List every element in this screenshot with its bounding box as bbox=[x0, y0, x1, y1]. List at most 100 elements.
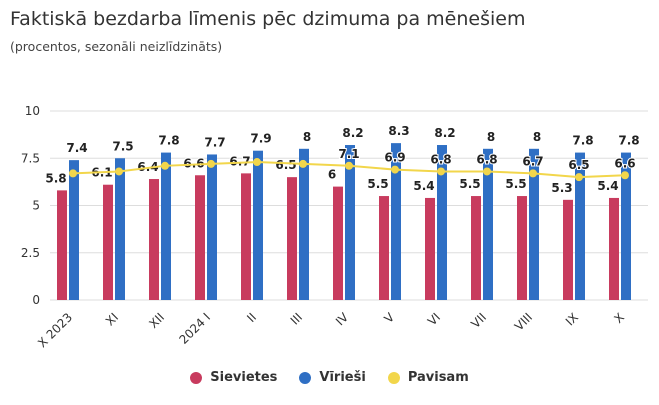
bar-sievietes bbox=[379, 196, 389, 300]
data-label-sievietes: 5.4 bbox=[413, 179, 434, 193]
chart-title: Faktiskā bezdarba līmenis pēc dzimuma pa… bbox=[10, 8, 526, 30]
x-tick-label: IX bbox=[563, 310, 581, 328]
data-label-sievietes: 5.5 bbox=[459, 177, 480, 191]
bar-virieshi bbox=[483, 148, 493, 300]
bar-virieshi bbox=[161, 152, 171, 300]
point-pavisam bbox=[253, 158, 261, 167]
bar-sievietes bbox=[609, 197, 619, 300]
legend-label: Vīrieši bbox=[319, 370, 366, 385]
data-label-pavisam: 7.1 bbox=[338, 147, 359, 161]
bar-sievietes bbox=[333, 186, 343, 300]
data-label-pavisam: 6.7 bbox=[522, 154, 543, 168]
data-label-pavisam: 6.8 bbox=[476, 152, 497, 166]
bar-virieshi bbox=[299, 148, 309, 300]
data-label-virieshi: 7.7 bbox=[204, 135, 225, 149]
data-label-virieshi: 7.8 bbox=[572, 134, 593, 148]
data-label-sievietes: 5.4 bbox=[597, 179, 618, 193]
data-label-virieshi: 7.8 bbox=[618, 134, 639, 148]
data-label-sievietes: 5.5 bbox=[505, 177, 526, 191]
x-tick-label: II bbox=[244, 310, 259, 325]
y-tick-label: 2.5 bbox=[21, 246, 40, 260]
point-pavisam bbox=[483, 167, 491, 176]
data-label-sievietes: 6 bbox=[328, 168, 336, 182]
data-label-virieshi: 8 bbox=[533, 130, 541, 144]
data-label-virieshi: 7.4 bbox=[66, 141, 87, 155]
bar-sievietes bbox=[471, 196, 481, 300]
point-pavisam bbox=[529, 169, 537, 178]
bar-virieshi bbox=[529, 148, 539, 300]
data-label-pavisam: 6.9 bbox=[384, 151, 405, 165]
x-tick-label: XI bbox=[103, 310, 121, 328]
bar-sievietes bbox=[287, 177, 297, 300]
bar-virieshi bbox=[253, 150, 263, 300]
bar-virieshi bbox=[437, 145, 447, 300]
legend-item[interactable]: Sievietes bbox=[190, 370, 277, 385]
point-pavisam bbox=[575, 173, 583, 182]
bar-sievietes bbox=[563, 199, 573, 300]
data-label-virieshi: 8.2 bbox=[434, 126, 455, 140]
y-tick-label: 5 bbox=[32, 199, 40, 213]
x-tick-label: VIII bbox=[512, 310, 535, 333]
data-label-sievietes: 6.6 bbox=[183, 156, 204, 170]
point-pavisam bbox=[207, 159, 215, 168]
bar-virieshi bbox=[575, 152, 585, 300]
data-label-sievietes: 5.5 bbox=[367, 177, 388, 191]
data-label-virieshi: 7.9 bbox=[250, 132, 271, 146]
y-tick-label: 0 bbox=[32, 293, 40, 307]
x-tick-label: 2024 I bbox=[176, 310, 213, 347]
data-label-virieshi: 8.2 bbox=[342, 126, 363, 140]
point-pavisam bbox=[437, 167, 445, 176]
bar-virieshi bbox=[391, 143, 401, 300]
data-label-pavisam: 6.5 bbox=[568, 158, 589, 172]
legend-marker-icon bbox=[387, 371, 400, 384]
legend-label: Sievietes bbox=[210, 370, 278, 385]
x-tick-label: X 2023 bbox=[35, 310, 75, 350]
x-tick-label: VII bbox=[468, 310, 489, 331]
data-label-sievietes: 6.5 bbox=[275, 158, 296, 172]
point-pavisam bbox=[161, 161, 169, 170]
data-label-sievietes: 5.3 bbox=[551, 181, 572, 195]
point-pavisam bbox=[299, 159, 307, 168]
point-pavisam bbox=[621, 171, 629, 180]
data-label-sievietes: 5.8 bbox=[45, 171, 66, 185]
data-label-pavisam: 6.8 bbox=[430, 152, 451, 166]
y-tick-label: 10 bbox=[25, 104, 40, 118]
point-pavisam bbox=[69, 169, 77, 178]
point-pavisam bbox=[345, 161, 353, 170]
bar-sievietes bbox=[517, 196, 527, 300]
data-label-virieshi: 8.3 bbox=[388, 124, 409, 138]
data-label-virieshi: 8 bbox=[303, 130, 311, 144]
bar-sievietes bbox=[425, 197, 435, 300]
x-tick-label: XII bbox=[146, 310, 167, 331]
x-tick-label: V bbox=[381, 310, 397, 326]
bar-sievietes bbox=[103, 184, 113, 300]
x-tick-label: IV bbox=[333, 310, 352, 329]
x-tick-label: VI bbox=[425, 310, 443, 328]
legend: Sievietes Vīrieši Pavisam bbox=[0, 370, 659, 385]
y-tick-label: 7.5 bbox=[21, 151, 40, 165]
bar-sievietes bbox=[241, 173, 251, 300]
data-label-virieshi: 7.5 bbox=[112, 139, 133, 153]
bar-sievietes bbox=[149, 179, 159, 300]
legend-item[interactable]: Pavisam bbox=[387, 370, 469, 385]
data-label-sievietes: 6.7 bbox=[229, 154, 250, 168]
bar-sievietes bbox=[57, 190, 67, 300]
legend-marker-icon bbox=[190, 371, 203, 384]
legend-marker-icon bbox=[299, 371, 312, 384]
legend-label: Pavisam bbox=[407, 370, 469, 385]
point-pavisam bbox=[391, 165, 399, 174]
data-label-virieshi: 7.8 bbox=[158, 134, 179, 148]
data-label-pavisam: 6.6 bbox=[614, 156, 635, 170]
x-tick-label: X bbox=[611, 310, 627, 326]
legend-item[interactable]: Vīrieši bbox=[299, 370, 366, 385]
data-label-virieshi: 8 bbox=[487, 130, 495, 144]
point-pavisam bbox=[115, 167, 123, 176]
bar-virieshi bbox=[69, 160, 79, 300]
bar-virieshi bbox=[345, 145, 355, 300]
bar-virieshi bbox=[207, 154, 217, 300]
bar-virieshi bbox=[115, 158, 125, 300]
bar-sievietes bbox=[195, 175, 205, 300]
chart-subtitle: (procentos, sezonāli neizlīdzināts) bbox=[10, 39, 223, 54]
bar-virieshi bbox=[621, 152, 631, 300]
